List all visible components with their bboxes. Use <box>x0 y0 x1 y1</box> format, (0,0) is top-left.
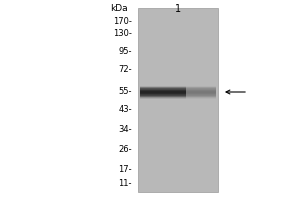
Bar <box>140 98 186 99</box>
Bar <box>140 84 186 85</box>
Bar <box>140 87 186 88</box>
Bar <box>138 8 218 192</box>
Bar <box>140 91 186 92</box>
Text: 95-: 95- <box>118 47 132 56</box>
Bar <box>140 90 186 91</box>
Text: 43-: 43- <box>118 106 132 114</box>
Bar <box>186 95 216 96</box>
Bar <box>186 89 216 90</box>
Bar <box>186 88 216 89</box>
Bar <box>140 96 186 97</box>
Text: 55-: 55- <box>118 88 132 97</box>
Bar <box>140 93 186 94</box>
Bar <box>140 89 186 90</box>
Bar <box>140 86 186 87</box>
Bar <box>140 97 186 98</box>
Bar <box>140 99 186 100</box>
Bar <box>140 88 186 89</box>
Bar <box>140 100 186 101</box>
Text: 34-: 34- <box>118 126 132 134</box>
Text: 11-: 11- <box>118 180 132 188</box>
Text: 130-: 130- <box>113 29 132 38</box>
Bar <box>140 85 186 86</box>
Bar <box>140 83 186 84</box>
Bar <box>186 99 216 100</box>
Bar <box>186 85 216 86</box>
Bar <box>186 84 216 85</box>
Bar <box>186 96 216 97</box>
Bar <box>186 92 216 93</box>
Bar <box>140 95 186 96</box>
Text: 72-: 72- <box>118 66 132 74</box>
Bar <box>186 91 216 92</box>
Bar <box>186 100 216 101</box>
Bar <box>140 92 186 93</box>
Text: kDa: kDa <box>110 4 128 13</box>
Bar <box>186 90 216 91</box>
Text: 170-: 170- <box>113 18 132 26</box>
Text: 17-: 17- <box>118 166 132 174</box>
Text: 26-: 26- <box>118 146 132 154</box>
Bar <box>186 97 216 98</box>
Bar <box>186 94 216 95</box>
Bar <box>186 86 216 87</box>
Bar <box>186 98 216 99</box>
Bar <box>186 93 216 94</box>
Text: 1: 1 <box>175 4 181 14</box>
Bar <box>140 94 186 95</box>
Bar <box>186 87 216 88</box>
Bar <box>186 83 216 84</box>
